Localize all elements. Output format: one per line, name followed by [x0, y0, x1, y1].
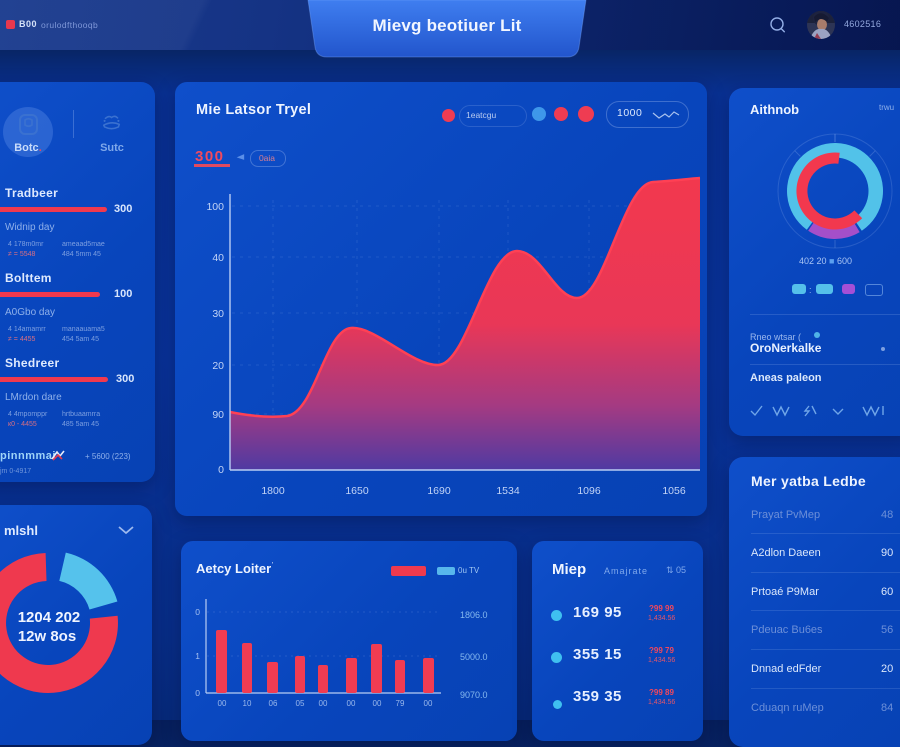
svg-text:9070.0: 9070.0: [460, 690, 488, 700]
svg-text:79: 79: [396, 699, 405, 708]
svg-text:5000.0: 5000.0: [460, 652, 488, 662]
svg-text:0: 0: [195, 607, 200, 617]
svg-text:0: 0: [195, 688, 200, 698]
svg-text:05: 05: [296, 699, 305, 708]
svg-text:1056: 1056: [662, 485, 686, 497]
svg-text:40: 40: [212, 252, 224, 264]
svg-text:30: 30: [212, 308, 224, 320]
svg-text:1800: 1800: [261, 485, 285, 497]
svg-text:00: 00: [218, 699, 227, 708]
svg-text:20: 20: [212, 360, 224, 372]
svg-text:1534: 1534: [496, 485, 520, 497]
svg-text:1806.0: 1806.0: [460, 610, 488, 620]
svg-text:10: 10: [243, 699, 252, 708]
svg-text:00: 00: [347, 699, 356, 708]
svg-text:100: 100: [206, 201, 224, 213]
svg-text:1650: 1650: [345, 485, 369, 497]
svg-text:00: 00: [373, 699, 382, 708]
svg-text:1690: 1690: [427, 485, 451, 497]
svg-text:00: 00: [424, 699, 433, 708]
svg-text:90: 90: [212, 409, 224, 421]
svg-text:00: 00: [319, 699, 328, 708]
svg-text:0: 0: [218, 464, 224, 476]
svg-text:1096: 1096: [577, 485, 601, 497]
svg-text:06: 06: [269, 699, 278, 708]
svg-text:1: 1: [195, 651, 200, 661]
